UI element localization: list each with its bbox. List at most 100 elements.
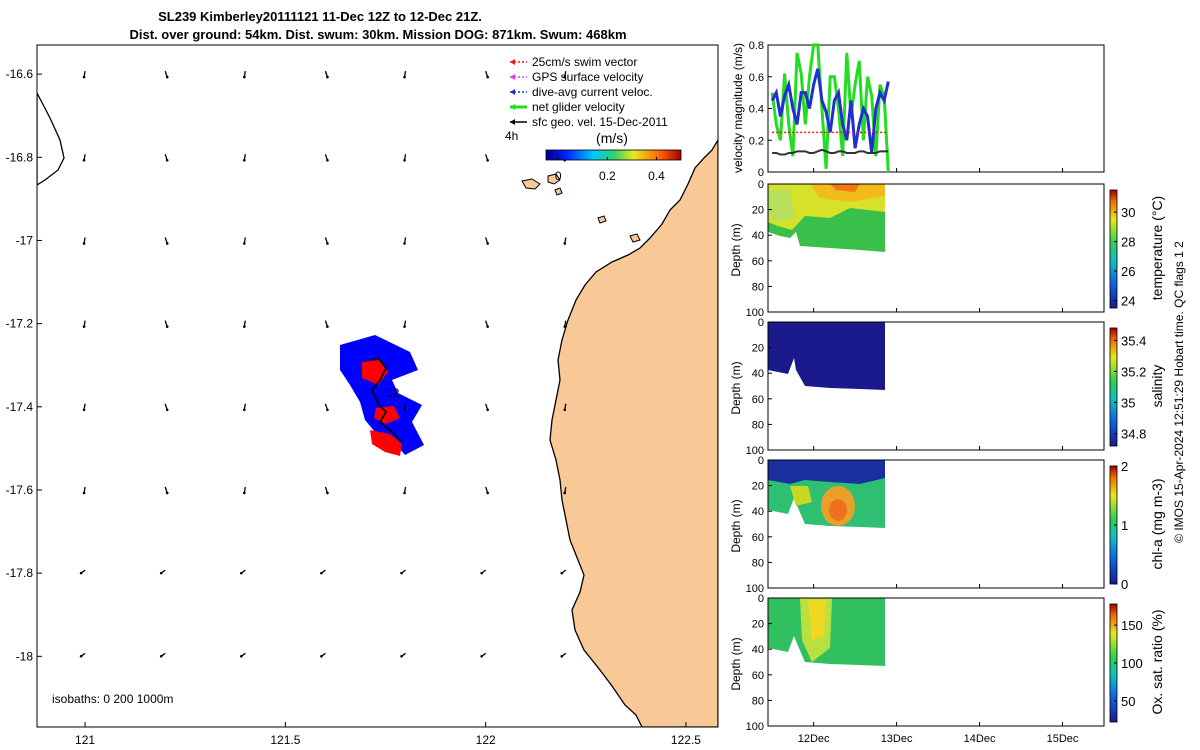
velocity-arrow-head <box>403 75 406 79</box>
section-ytick-label: 60 <box>752 670 764 682</box>
velocity-arrow-head <box>563 408 567 412</box>
velocity-arrow-head <box>486 408 489 412</box>
velocity-arrow-head <box>326 242 329 245</box>
velocity-arrow-head <box>243 158 246 162</box>
colorbar-strip <box>545 149 682 161</box>
velocity-ytick-label: 0.2 <box>749 135 764 147</box>
section-ytick-label: 40 <box>752 506 764 518</box>
island-3 <box>554 187 563 196</box>
map-ytick-label: -18 <box>16 649 34 663</box>
velocity-arrow-head <box>243 491 246 495</box>
oxygen-layer-peak <box>808 600 826 640</box>
section-ytick-label: 0 <box>758 455 764 467</box>
map-ytick-label: -17.4 <box>6 400 34 414</box>
isobaths-label: isobaths: 0 200 1000m <box>52 692 173 706</box>
velocity-arrow-head <box>400 655 403 658</box>
velocity-arrow-head <box>403 242 406 245</box>
velocity-ytick-label: 0 <box>758 167 764 179</box>
island-1 <box>521 178 541 190</box>
velocity-panel: 0 0.2 0.4 0.6 0.8 velocity magnitude (m/s) <box>731 40 1105 179</box>
velocity-arrow-head <box>159 571 163 575</box>
salinity-section <box>767 321 1105 451</box>
section-colorbar-label: 50 <box>1121 694 1135 709</box>
section-ytick-label: 80 <box>752 419 764 431</box>
velocity-arrow-head <box>486 242 489 245</box>
map-ytick-label: -16.6 <box>6 67 34 81</box>
velocity-arrow-head <box>560 655 564 658</box>
figure-title-line2: Dist. over ground: 54km. Dist. swum: 30k… <box>129 27 626 42</box>
velocity-arrow-head <box>79 655 83 658</box>
section-ytick-label: 100 <box>746 307 764 319</box>
oxygen-section <box>767 597 1105 727</box>
section-colorbar-label: 2 <box>1121 459 1128 474</box>
temperature-layer-warm <box>810 184 885 202</box>
section-colorbar-title: chl-a (mg m-3) <box>1149 478 1165 569</box>
section-colorbar-label: 100 <box>1121 656 1143 671</box>
section-ytick-label: 80 <box>752 557 764 569</box>
time-tick-label: 14Dec <box>964 733 996 745</box>
salinity-layer <box>768 322 885 390</box>
velocity-arrow-head <box>563 75 567 79</box>
velocity-arrow-head <box>165 242 169 245</box>
colorbar-tick-label: 0.2 <box>599 169 616 183</box>
velocity-ytick-label: 0.8 <box>749 40 764 52</box>
velocity-arrow-head <box>326 491 329 495</box>
track-label: 12 <box>386 386 400 400</box>
section-ytick-label: 60 <box>752 394 764 406</box>
section-colorbar-label: 1 <box>1121 518 1128 533</box>
time-tick-label: 13Dec <box>881 733 913 745</box>
section-colorbar-label: 35.2 <box>1121 364 1146 379</box>
map-xtick-label: 121 <box>75 733 95 747</box>
section-colorbar-label: 35 <box>1121 396 1135 411</box>
velocity-arrow-head <box>403 491 406 495</box>
velocity-arrow-head <box>165 75 169 79</box>
colorbar-ticks: 0 0.2 0.4 <box>555 157 665 183</box>
velocity-series-line <box>772 148 889 156</box>
glider-red-patch-2 <box>374 406 400 424</box>
temperature-frame <box>767 183 1105 313</box>
velocity-arrow-head <box>82 242 86 245</box>
credit-line: © IMOS 15-Apr-2024 12:51:29 Hobart time.… <box>1172 241 1186 543</box>
velocity-arrow-head <box>480 571 483 575</box>
velocity-arrow-head <box>486 75 489 79</box>
section-colorbar-strip <box>1109 189 1118 309</box>
section-ytick-label: 100 <box>746 583 764 595</box>
colorbar-title: (m/s) <box>596 130 628 146</box>
legend-label: dive-avg current veloc. <box>532 85 653 99</box>
section-colorbars: 24 26 28 30 temperature (°C) 34.8 35 35.2 35.4 sa… <box>1109 189 1165 723</box>
section-colorbar-title: temperature (°C) <box>1149 196 1165 300</box>
velocity-axes: 0 0.2 0.4 0.6 0.8 <box>749 40 1064 179</box>
legend-arrowhead <box>510 74 515 80</box>
section-ytick-label: 0 <box>758 317 764 329</box>
glider-swath <box>340 335 424 455</box>
velocity-ylabel: velocity magnitude (m/s) <box>731 43 745 173</box>
velocity-arrow-head <box>326 158 329 162</box>
map-ytick-label: -16.8 <box>6 150 34 164</box>
section-ytick-label: 40 <box>752 644 764 656</box>
legend-label: 25cm/s swim vector <box>532 55 637 69</box>
velocity-ytick-label: 0.6 <box>749 72 764 84</box>
map-ytick-label: -17 <box>16 233 34 247</box>
velocity-arrow-head <box>326 408 329 412</box>
velocity-arrow-head <box>79 571 83 575</box>
section-colorbar-label: 24 <box>1121 294 1135 309</box>
velocity-arrow-head <box>486 158 489 162</box>
oxygen-frame <box>767 597 1105 727</box>
map-xtick-label: 122.5 <box>671 733 701 747</box>
velocity-arrow-head <box>320 571 323 575</box>
time-tick-label: 15Dec <box>1047 733 1079 745</box>
section-ytick-label: 20 <box>752 481 764 493</box>
island-4 <box>597 215 607 224</box>
map-ytick-label: -17.6 <box>6 483 34 497</box>
velocity-arrow-head <box>165 408 169 412</box>
map-xtick-label: 122 <box>476 733 496 747</box>
glider-red-patch-3 <box>370 430 402 456</box>
island-2 <box>547 173 561 185</box>
velocity-arrow-head <box>165 158 169 162</box>
map-frame <box>36 44 719 728</box>
section-colorbar-label: 150 <box>1121 618 1143 633</box>
velocity-arrow-head <box>82 325 86 328</box>
section-colorbar-label: 28 <box>1121 235 1135 250</box>
section-colorbar-label: 30 <box>1121 205 1135 220</box>
